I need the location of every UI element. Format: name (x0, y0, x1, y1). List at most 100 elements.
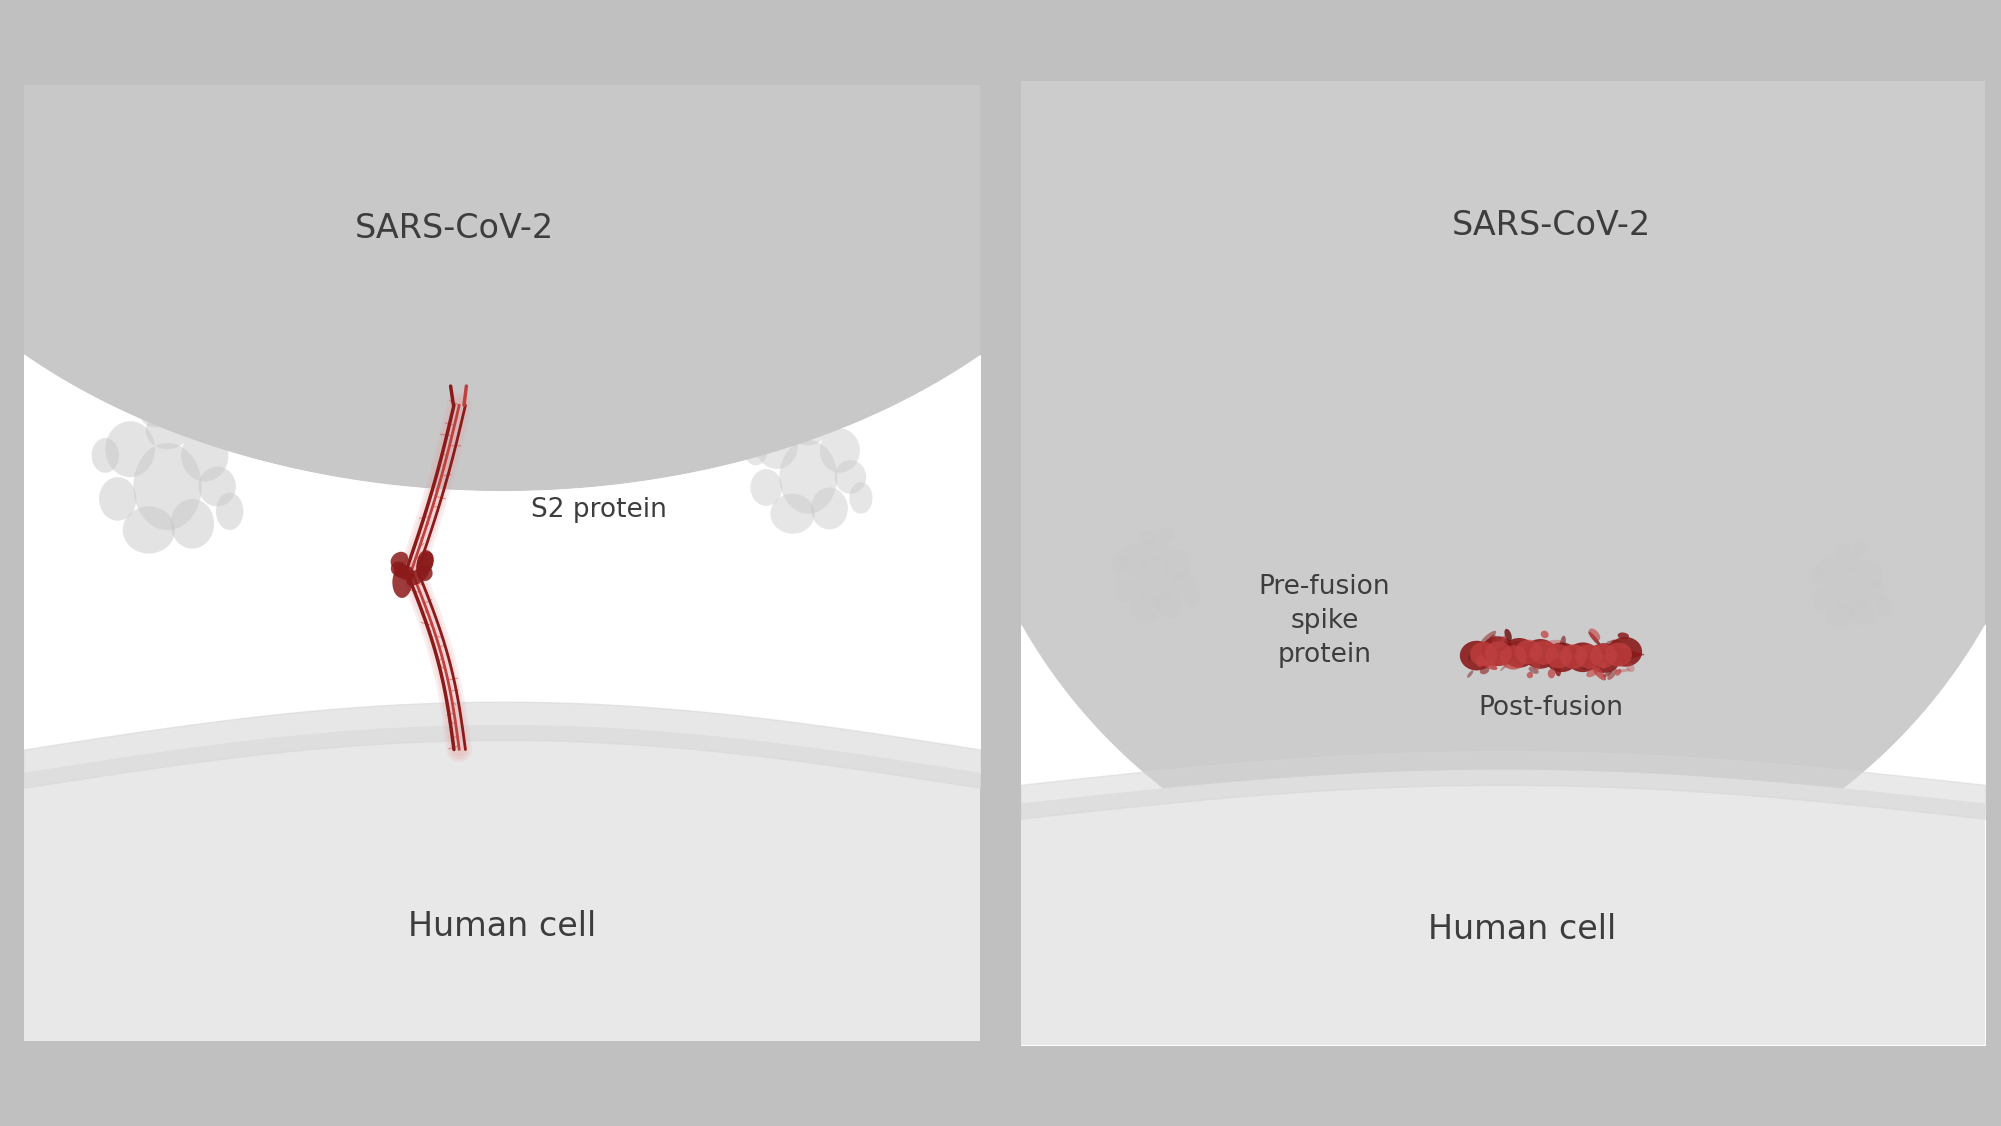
Ellipse shape (1591, 644, 1617, 668)
Ellipse shape (146, 412, 190, 449)
Ellipse shape (1621, 650, 1633, 660)
Ellipse shape (1627, 651, 1639, 658)
Ellipse shape (1485, 642, 1513, 665)
Ellipse shape (416, 551, 434, 574)
Ellipse shape (1545, 640, 1563, 645)
Ellipse shape (1529, 667, 1539, 673)
Ellipse shape (1587, 643, 1621, 673)
Ellipse shape (834, 461, 866, 493)
Ellipse shape (390, 562, 408, 578)
Ellipse shape (1527, 672, 1533, 678)
Ellipse shape (1513, 641, 1523, 645)
Ellipse shape (790, 413, 826, 446)
Ellipse shape (1529, 649, 1537, 659)
Ellipse shape (1857, 561, 1883, 589)
Text: Pre-fusion
spike
protein: Pre-fusion spike protein (1259, 574, 1391, 668)
Ellipse shape (1607, 640, 1617, 652)
Ellipse shape (1515, 651, 1533, 659)
Ellipse shape (1557, 646, 1569, 653)
Ellipse shape (172, 392, 200, 419)
FancyBboxPatch shape (24, 84, 980, 1042)
Ellipse shape (1111, 554, 1127, 574)
Ellipse shape (106, 421, 154, 477)
Ellipse shape (1523, 640, 1557, 669)
Ellipse shape (170, 499, 214, 548)
Ellipse shape (1601, 662, 1607, 669)
Ellipse shape (1851, 599, 1875, 626)
Ellipse shape (406, 568, 428, 586)
Ellipse shape (1501, 635, 1507, 643)
Ellipse shape (134, 443, 202, 530)
Ellipse shape (182, 429, 228, 482)
Ellipse shape (770, 493, 814, 534)
Ellipse shape (1835, 543, 1851, 560)
Ellipse shape (1555, 663, 1561, 677)
Ellipse shape (1615, 669, 1621, 676)
Ellipse shape (1129, 593, 1161, 622)
Ellipse shape (1471, 642, 1497, 667)
Ellipse shape (416, 565, 432, 581)
Ellipse shape (820, 429, 860, 473)
Ellipse shape (784, 401, 810, 427)
Ellipse shape (1587, 669, 1597, 677)
Ellipse shape (1509, 654, 1519, 664)
Ellipse shape (1577, 654, 1585, 663)
Ellipse shape (1541, 631, 1549, 638)
Ellipse shape (1175, 571, 1195, 593)
Ellipse shape (1589, 628, 1601, 641)
Ellipse shape (1139, 530, 1157, 548)
Ellipse shape (1619, 655, 1627, 663)
Ellipse shape (1163, 549, 1191, 580)
Ellipse shape (1467, 670, 1473, 678)
Ellipse shape (216, 493, 244, 530)
Ellipse shape (1461, 641, 1493, 670)
Ellipse shape (948, 0, 2001, 905)
Ellipse shape (1619, 649, 1629, 661)
Ellipse shape (1551, 652, 1559, 659)
Ellipse shape (1485, 649, 1495, 659)
Ellipse shape (1607, 644, 1617, 665)
Ellipse shape (1505, 644, 1509, 660)
Ellipse shape (812, 397, 836, 420)
Ellipse shape (1607, 640, 1623, 646)
Polygon shape (24, 725, 980, 1042)
Ellipse shape (1501, 645, 1527, 670)
Ellipse shape (1477, 655, 1485, 667)
Text: SARS-CoV-2: SARS-CoV-2 (1451, 209, 1651, 242)
Ellipse shape (1631, 652, 1641, 656)
Ellipse shape (1839, 552, 1861, 572)
Ellipse shape (1493, 637, 1501, 647)
Ellipse shape (1605, 642, 1633, 667)
Ellipse shape (1503, 644, 1513, 656)
Ellipse shape (1517, 650, 1519, 656)
Ellipse shape (756, 421, 798, 470)
Ellipse shape (92, 438, 118, 473)
Ellipse shape (1853, 540, 1867, 555)
Ellipse shape (1581, 655, 1589, 669)
Ellipse shape (1825, 602, 1855, 628)
Text: Human cell: Human cell (408, 910, 596, 942)
Ellipse shape (1159, 527, 1175, 543)
Ellipse shape (1877, 596, 1891, 616)
Ellipse shape (1481, 631, 1497, 644)
Ellipse shape (1505, 628, 1513, 641)
Ellipse shape (1547, 669, 1555, 678)
Ellipse shape (198, 466, 236, 507)
Ellipse shape (1577, 650, 1585, 659)
Ellipse shape (1545, 643, 1579, 672)
Ellipse shape (0, 0, 1173, 491)
Ellipse shape (848, 482, 872, 513)
Ellipse shape (1609, 650, 1619, 656)
Ellipse shape (140, 396, 170, 428)
Ellipse shape (1589, 632, 1601, 645)
Ellipse shape (1481, 636, 1515, 665)
Ellipse shape (1595, 662, 1603, 676)
Ellipse shape (1515, 643, 1517, 656)
Ellipse shape (1531, 651, 1539, 653)
Ellipse shape (1545, 644, 1573, 669)
Ellipse shape (810, 488, 848, 529)
Ellipse shape (416, 552, 434, 574)
Ellipse shape (1157, 590, 1183, 618)
Ellipse shape (1501, 660, 1511, 671)
Ellipse shape (1633, 653, 1645, 655)
